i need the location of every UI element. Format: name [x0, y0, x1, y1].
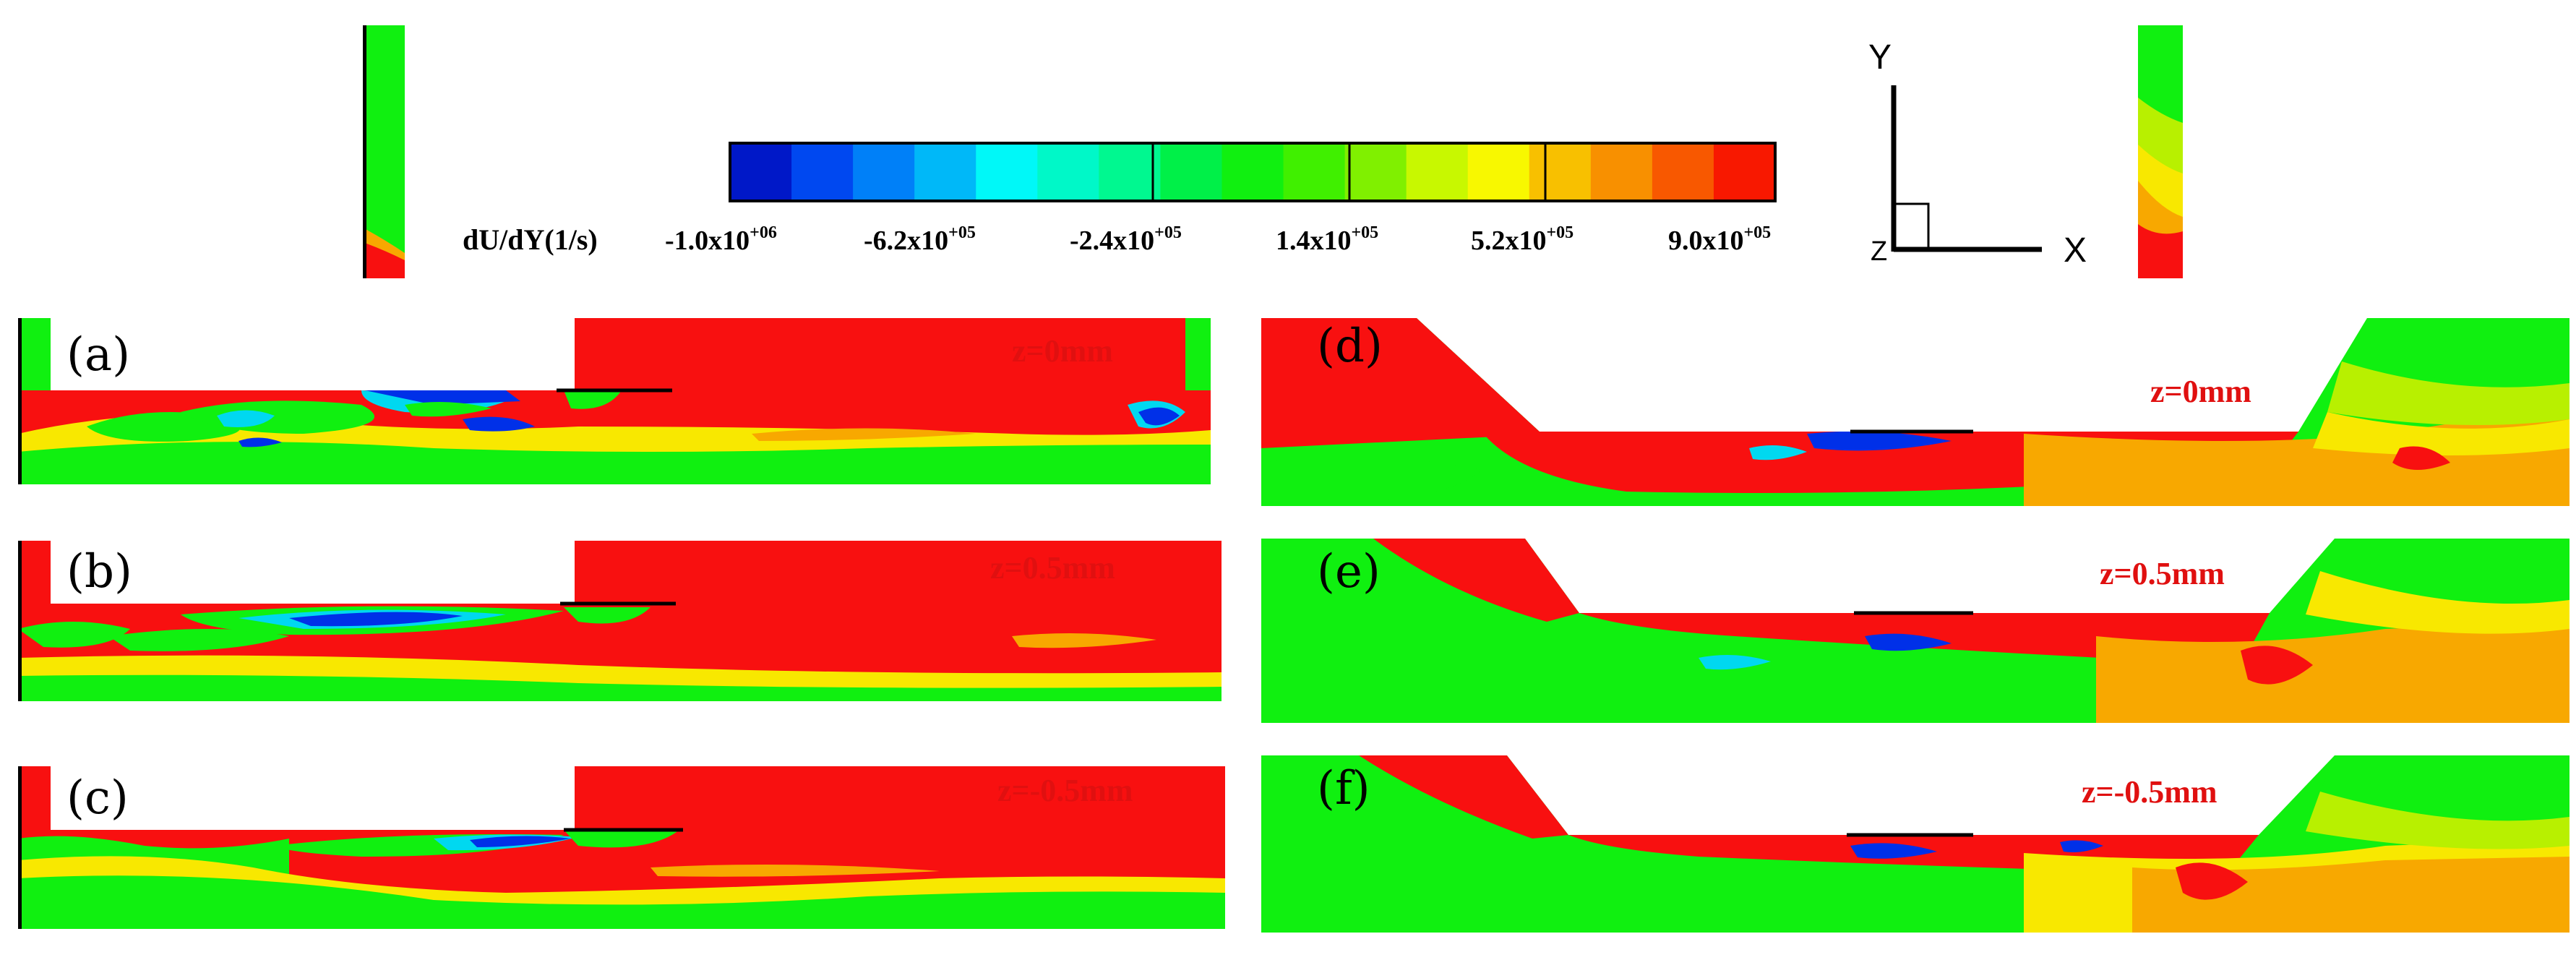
colorbar-swatches — [730, 143, 1776, 201]
colorbar-swatch — [1652, 143, 1714, 201]
colorbar-swatch — [976, 143, 1038, 201]
panel-b: (b) z=0.5mm — [18, 541, 1222, 701]
left-inlet-strip — [363, 25, 405, 278]
panel-a-z-label: z=0mm — [1012, 333, 1113, 369]
panel-d-label: (d) — [1317, 320, 1383, 373]
colorbar-swatch — [914, 143, 976, 201]
colorbar-swatch — [1467, 143, 1530, 201]
axis-x-label: X — [2064, 231, 2087, 270]
colorbar-swatch — [1283, 143, 1346, 201]
panel-a-label: (a) — [66, 328, 130, 382]
colorbar-swatch — [1713, 143, 1776, 201]
colorbar-frame — [729, 142, 1777, 202]
colorbar-tick-labels: -1.0x10+06 -6.2x10+05 -2.4x10+05 1.4x10+05 5… — [665, 223, 1771, 256]
colorbar-swatch — [1099, 143, 1162, 201]
colorbar-tick-label: 5.2x10+05 — [1471, 223, 1573, 256]
panel-e-z-label: z=0.5mm — [2100, 556, 2225, 591]
panel-c-z-label: z=-0.5mm — [997, 773, 1133, 808]
panel-d: (d) z=0mm — [1261, 318, 2569, 506]
panel-e: (e) z=0.5mm — [1261, 539, 2569, 723]
panel-f-z-label: z=-0.5mm — [2082, 774, 2217, 810]
panel-c: (c) z=-0.5mm — [18, 766, 1225, 929]
colorbar-swatch — [1037, 143, 1099, 201]
colorbar-tick-label: -6.2x10+05 — [864, 223, 976, 256]
axis-y-label: Y — [1868, 38, 1892, 77]
colorbar-swatch — [791, 143, 854, 201]
colorbar-swatch — [730, 143, 792, 201]
colorbar-tick-label: 1.4x10+05 — [1276, 223, 1378, 256]
colorbar-tick-label: -2.4x10+05 — [1070, 223, 1182, 256]
panel-c-label: (c) — [66, 771, 129, 825]
panel-d-z-label: z=0mm — [2150, 374, 2251, 409]
axis-z-label: Z — [1871, 236, 1887, 267]
colorbar-swatch — [1529, 143, 1592, 201]
panel-e-label: (e) — [1317, 545, 1381, 599]
colorbar-swatch — [1406, 143, 1469, 201]
colorbar-swatch — [1160, 143, 1223, 201]
colorbar-swatch — [853, 143, 915, 201]
panel-a: (a) z=0mm — [18, 318, 1211, 484]
colorbar-swatch — [1222, 143, 1284, 201]
colorbar-title: dU/dY(1/s) — [463, 223, 598, 256]
panel-b-label: (b) — [66, 545, 132, 599]
colorbar-swatch — [1344, 143, 1407, 201]
colorbar-swatch — [1590, 143, 1653, 201]
right-outlet-strip — [2138, 25, 2183, 278]
panel-f-label: (f) — [1317, 762, 1370, 815]
colorbar-tick-label: 9.0x10+05 — [1668, 223, 1771, 256]
colorbar-tick-label: -1.0x10+06 — [665, 223, 777, 256]
axes-orientation-icon: Y X Z — [1868, 38, 2087, 270]
panel-b-z-label: z=0.5mm — [990, 550, 1115, 586]
panel-f: (f) z=-0.5mm — [1261, 755, 2569, 933]
colorbar: dU/dY(1/s) -1.0x10+06 -6.2x10+05 -2.4x10+0… — [463, 142, 1777, 256]
